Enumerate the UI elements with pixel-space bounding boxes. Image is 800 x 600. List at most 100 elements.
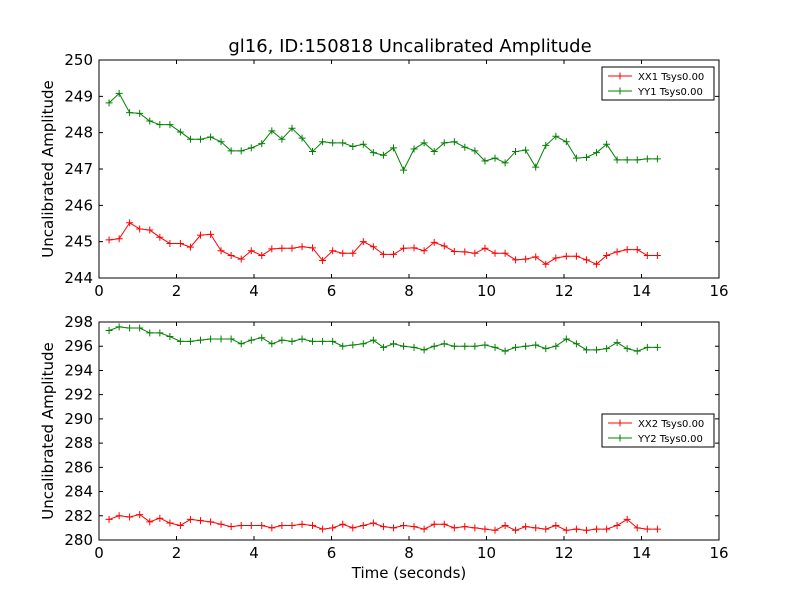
bottom-series-2-point	[542, 345, 550, 353]
top-series-1-point	[207, 230, 215, 238]
bottom-series-1-point	[400, 521, 408, 529]
bottom-series-2-point	[461, 342, 469, 350]
bottom-series-1-point	[288, 521, 296, 529]
bottom-legend-label-2: YY2 Tsys0.00	[637, 434, 703, 445]
top-series-2-point	[623, 156, 631, 164]
bottom-ytick-label: 284	[64, 483, 93, 501]
bottom-series-2-point	[278, 336, 286, 344]
top-series-1-point	[268, 245, 276, 253]
bottom-series-2-point	[309, 337, 317, 345]
top-series-1-point	[166, 239, 174, 247]
bottom-series-1-point	[379, 523, 387, 531]
bottom-series-1-point	[410, 523, 418, 531]
top-series-2-point	[572, 154, 580, 162]
top-xtick-label: 2	[172, 282, 182, 300]
bottom-xtick-label: 0	[94, 544, 104, 562]
top-xtick-label: 6	[327, 282, 337, 300]
top-series-2-point	[319, 138, 327, 146]
top-series-1-point	[156, 233, 164, 241]
bottom-series-1-point	[309, 521, 317, 529]
bottom-legend-swatch-2	[608, 434, 632, 442]
top-series-2-point	[156, 121, 164, 129]
top-series-2-point	[186, 135, 194, 143]
bottom-series-1-point	[186, 515, 194, 523]
top-series-1-point	[258, 251, 266, 259]
bottom-series-2-point	[115, 323, 123, 331]
bottom-series-2-point	[156, 329, 164, 337]
bottom-series-1-point	[552, 521, 560, 529]
top-series-1-point	[298, 243, 306, 251]
bottom-series-2-point	[522, 342, 530, 350]
top-xtick-label: 12	[554, 282, 573, 300]
top-series-1-point	[643, 251, 651, 259]
top-series-2-point	[461, 143, 469, 151]
bottom-series-1-point	[440, 520, 448, 528]
top-series-2-point	[105, 99, 113, 107]
bottom-series-2-point	[552, 342, 560, 350]
top-ytick-label: 245	[64, 233, 93, 251]
top-series-2-point	[329, 139, 337, 147]
top-series-1-point	[390, 250, 397, 258]
bottom-series-2-point	[369, 336, 377, 344]
bottom-series-2-point	[258, 334, 266, 342]
top-legend-swatch-1	[608, 72, 632, 80]
bottom-ytick-label: 294	[64, 361, 93, 379]
top-series-1-point	[410, 244, 418, 252]
bottom-series-2-point	[136, 324, 144, 332]
bottom-series-1-point	[217, 520, 225, 528]
top-series-1-point	[329, 247, 337, 255]
bottom-series-1-point	[653, 525, 661, 533]
top-series-2-point	[369, 149, 377, 157]
top-series-2-point	[603, 140, 611, 148]
bottom-series-1-point	[349, 524, 357, 532]
bottom-series-1-point	[461, 523, 469, 531]
bottom-series-1-point	[572, 525, 580, 533]
top-series-2-point	[633, 156, 641, 164]
bottom-series-2-point	[166, 333, 174, 341]
bottom-series-2-point	[400, 342, 408, 350]
top-series-2-point	[288, 124, 296, 132]
bottom-series-1-point	[512, 526, 520, 534]
top-series-2-point	[390, 144, 397, 152]
bottom-series-1-point	[146, 518, 154, 526]
top-series-1-point	[633, 246, 641, 254]
top-series-1-point	[176, 239, 184, 247]
top-series-2-point	[552, 132, 560, 140]
bottom-series-1-point	[329, 524, 337, 532]
bottom-series-2-point	[582, 346, 590, 354]
bottom-series-2-point	[501, 347, 509, 355]
bottom-series-1-point	[298, 520, 306, 528]
bottom-series-1-point	[450, 524, 458, 532]
top-series-2-point	[339, 139, 347, 147]
top-series-2-point	[379, 151, 387, 159]
bottom-series-1-point	[359, 521, 367, 529]
top-series-1-point	[582, 256, 590, 264]
top-series-2-point	[582, 153, 590, 161]
top-legend-swatch-2	[608, 87, 632, 95]
bottom-series-1-point	[623, 515, 631, 523]
bottom-series-2-point	[430, 342, 438, 350]
top-series-1-point	[440, 242, 448, 250]
bottom-ytick-label: 298	[64, 313, 93, 331]
top-xtick-label: 16	[709, 282, 728, 300]
bottom-series-1-point	[197, 517, 205, 525]
bottom-series-2-point	[613, 339, 621, 347]
bottom-series-1-point	[471, 524, 479, 532]
top-xtick-label: 14	[632, 282, 651, 300]
bottom-series-1-point	[633, 524, 641, 532]
bottom-series-1-point	[603, 525, 611, 533]
top-series-1-point	[369, 243, 377, 251]
bottom-series-1-point	[258, 521, 266, 529]
bottom-series-1-point	[156, 514, 164, 522]
bottom-series-1-point	[136, 511, 144, 519]
bottom-series-2-point	[440, 340, 448, 348]
bottom-series-2-point	[288, 337, 296, 345]
bottom-series-1-point	[501, 521, 509, 529]
top-series-2-point	[532, 163, 540, 171]
bottom-xtick-label: 10	[477, 544, 496, 562]
top-series-2	[105, 89, 661, 174]
top-xtick-label: 8	[404, 282, 414, 300]
bottom-ytick-label: 286	[64, 458, 93, 476]
top-series-1-point	[186, 243, 194, 251]
bottom-ytick-label: 288	[64, 434, 93, 452]
